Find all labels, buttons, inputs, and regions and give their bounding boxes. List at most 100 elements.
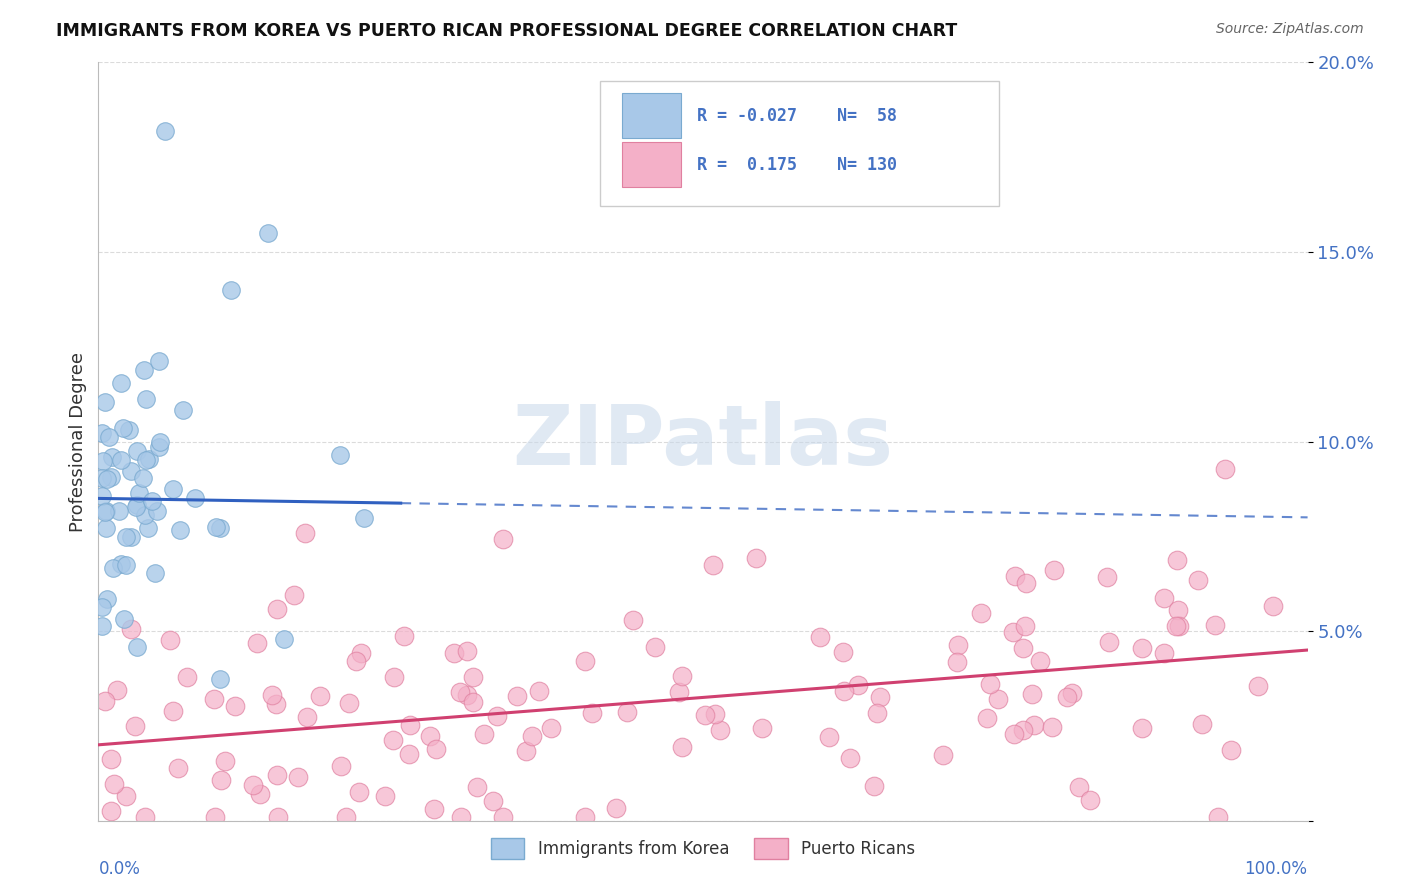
Point — [644, 640, 666, 655]
Point — [101, 561, 124, 575]
Point — [869, 690, 891, 705]
Point — [108, 503, 131, 517]
Point — [100, 752, 122, 766]
Point — [486, 709, 509, 723]
Text: ZIPatlas: ZIPatlas — [513, 401, 893, 482]
Point — [1002, 625, 1025, 640]
Point — [979, 677, 1001, 691]
Point — [443, 646, 465, 660]
Point — [329, 448, 352, 462]
Point — [162, 482, 184, 496]
Point — [110, 376, 132, 390]
Point — [1024, 717, 1046, 731]
Point — [621, 614, 644, 628]
Point — [946, 655, 969, 669]
Point — [115, 789, 138, 803]
Point — [465, 780, 488, 795]
Point — [209, 772, 232, 787]
Point — [256, 226, 278, 240]
Point — [120, 530, 142, 544]
Point — [574, 654, 596, 668]
Point — [138, 451, 160, 466]
Point — [450, 810, 472, 824]
Point — [863, 779, 886, 793]
Point — [153, 123, 176, 137]
Point — [204, 810, 226, 824]
Point — [374, 789, 396, 803]
Point — [169, 524, 191, 538]
Point — [134, 810, 156, 824]
Point — [124, 719, 146, 733]
Point — [1056, 690, 1078, 705]
Point — [616, 706, 638, 720]
Point — [146, 503, 169, 517]
Point — [344, 654, 367, 668]
Point — [249, 787, 271, 801]
Point — [94, 505, 117, 519]
Point — [132, 471, 155, 485]
Point — [135, 392, 157, 406]
Point — [540, 721, 562, 735]
Point — [1191, 716, 1213, 731]
Point — [1220, 743, 1243, 757]
Point — [202, 692, 225, 706]
Point — [112, 612, 135, 626]
Point — [214, 754, 236, 768]
Text: 0.0%: 0.0% — [98, 860, 141, 878]
Point — [242, 778, 264, 792]
Point — [335, 810, 357, 824]
Point — [115, 530, 138, 544]
Point — [392, 629, 415, 643]
Point — [101, 450, 124, 464]
Point — [846, 678, 869, 692]
Point — [398, 718, 420, 732]
Point — [94, 504, 117, 518]
Point — [91, 471, 114, 485]
Point — [425, 742, 447, 756]
Point — [1011, 640, 1033, 655]
Point — [134, 363, 156, 377]
Point — [91, 425, 114, 440]
Point — [125, 640, 148, 654]
Point — [98, 430, 121, 444]
Point — [353, 511, 375, 525]
Point — [176, 670, 198, 684]
Point — [1187, 574, 1209, 588]
Point — [96, 591, 118, 606]
Point — [143, 566, 166, 581]
Text: R = -0.027    N=  58: R = -0.027 N= 58 — [697, 106, 897, 125]
Point — [125, 500, 148, 514]
Point — [208, 672, 231, 686]
Point — [264, 698, 287, 712]
Point — [330, 759, 353, 773]
Point — [520, 729, 543, 743]
Point — [1206, 810, 1229, 824]
Point — [1130, 641, 1153, 656]
Point — [1166, 553, 1188, 567]
Point — [167, 761, 190, 775]
Point — [120, 464, 142, 478]
Point — [482, 794, 505, 808]
Point — [266, 767, 288, 781]
Point — [382, 733, 405, 747]
Point — [159, 632, 181, 647]
FancyBboxPatch shape — [600, 81, 1000, 207]
Point — [1130, 721, 1153, 735]
Point — [1166, 619, 1188, 633]
Point — [96, 472, 118, 486]
Point — [1078, 792, 1101, 806]
Point — [751, 721, 773, 735]
Point — [831, 645, 853, 659]
Point — [294, 525, 316, 540]
Point — [745, 550, 768, 565]
Point — [260, 689, 283, 703]
Point — [162, 704, 184, 718]
Point — [100, 804, 122, 818]
Point — [135, 453, 157, 467]
Point — [148, 354, 170, 368]
Point — [205, 520, 228, 534]
Point — [337, 696, 360, 710]
Point — [987, 692, 1010, 706]
Point — [1004, 569, 1026, 583]
Point — [1040, 720, 1063, 734]
